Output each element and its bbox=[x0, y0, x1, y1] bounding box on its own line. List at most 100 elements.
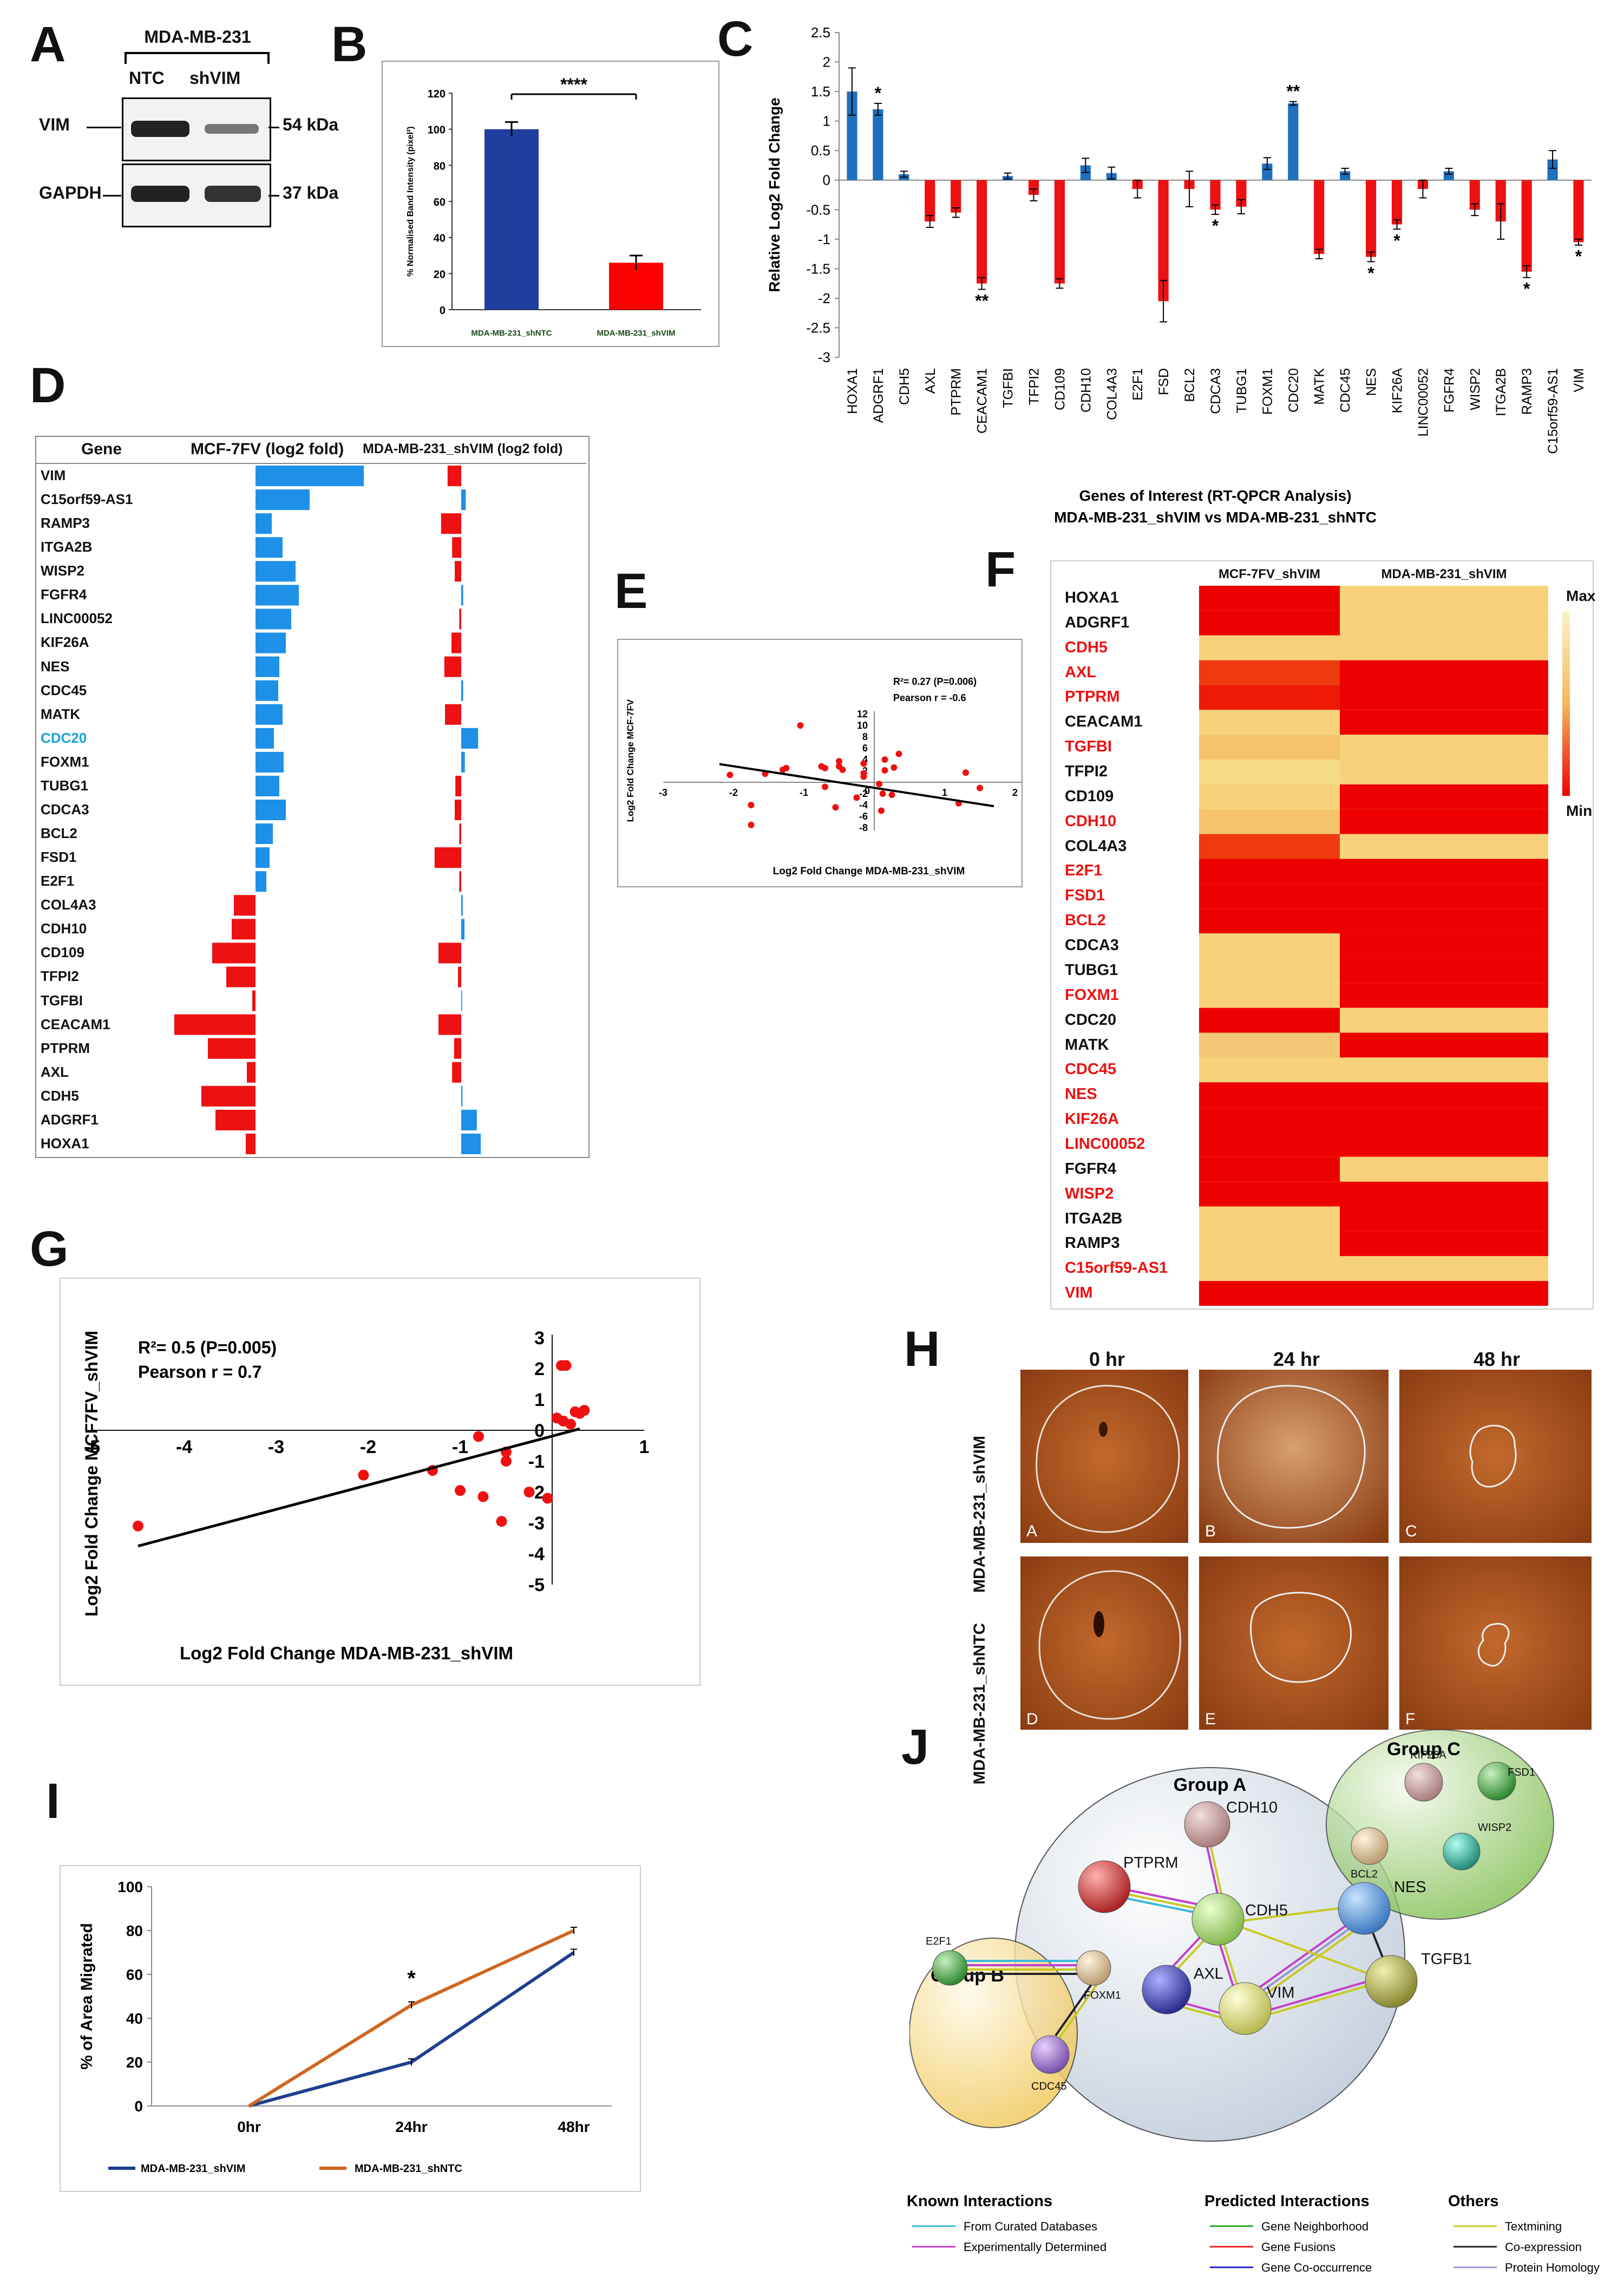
bar-mcf7fv bbox=[256, 751, 284, 773]
y-tick-label: -2 bbox=[859, 788, 868, 799]
node-label-tgfb1: TGFB1 bbox=[1421, 1951, 1471, 1968]
heatmap-cell-mcf7 bbox=[1199, 809, 1340, 834]
heatmap-gene-label: CDC45 bbox=[1065, 1061, 1117, 1078]
gene-label: TGFBI bbox=[41, 992, 83, 1009]
gene-label: FOXM1 bbox=[41, 753, 89, 770]
heatmap-gene-label: AXL bbox=[1065, 663, 1096, 681]
gene-label: KIF26A bbox=[41, 634, 89, 651]
bar bbox=[1054, 180, 1065, 284]
y-axis-label: Log2 Fold Change MCF-7FV bbox=[625, 699, 636, 822]
heatmap-color-scale bbox=[1562, 612, 1570, 796]
gene-label: VIM bbox=[41, 467, 66, 483]
heatmap-cell-mda bbox=[1340, 1281, 1548, 1306]
heatmap-cell-mcf7 bbox=[1199, 933, 1340, 958]
node-label-cdc45: CDC45 bbox=[1031, 2081, 1067, 2092]
significance-star: ** bbox=[975, 291, 988, 311]
heatmap-cell-mcf7 bbox=[1199, 1281, 1340, 1306]
gene-label: TFPI2 bbox=[41, 968, 79, 985]
heatmap-gene-label: TUBG1 bbox=[1065, 961, 1118, 979]
bar-mcf7fv bbox=[256, 775, 279, 796]
scale-min: Min bbox=[1566, 802, 1593, 819]
bar-mda bbox=[444, 656, 461, 677]
band-vim-shvim bbox=[205, 124, 259, 134]
bar bbox=[1443, 171, 1454, 180]
cell-line-label: MDA-MB-231 bbox=[144, 27, 251, 47]
node-label-bcl2: BCL2 bbox=[1351, 1868, 1378, 1880]
x-axis-label: Log2 Fold Change MDA-MB-231_shVIM bbox=[773, 866, 965, 877]
tile-c-bg bbox=[1399, 1370, 1592, 1543]
y-tick-label: 80 bbox=[434, 160, 446, 172]
heatmap-gene-label: TFPI2 bbox=[1065, 763, 1108, 781]
data-point bbox=[501, 1456, 512, 1467]
band-vim-ntc bbox=[131, 121, 189, 137]
y-tick-label: 40 bbox=[126, 2010, 143, 2027]
data-point bbox=[726, 771, 734, 779]
wound-outline-d bbox=[1038, 1570, 1181, 1720]
y-tick-label: -3 bbox=[528, 1513, 545, 1534]
heatmap-cell-mcf7 bbox=[1199, 710, 1340, 735]
y-tick-label: -1 bbox=[818, 231, 830, 247]
x-tick-label: -5 bbox=[84, 1437, 100, 1457]
heatmap-cell-mda bbox=[1340, 958, 1548, 983]
panel-d-frame bbox=[35, 436, 590, 1158]
heatmap-cell-mcf7 bbox=[1199, 1107, 1340, 1132]
scale-bar bbox=[1562, 612, 1570, 796]
y-tick-label: -4 bbox=[528, 1544, 545, 1565]
panel-f-frame bbox=[1050, 560, 1594, 1310]
y-axis-label: % of Area Migrated bbox=[78, 1923, 96, 2070]
heatmap-cell-mda bbox=[1340, 660, 1548, 685]
bar-mda bbox=[461, 1133, 481, 1154]
significance-stars: **** bbox=[560, 75, 587, 94]
bracket bbox=[125, 52, 270, 64]
heatmap-gene-label: FSD1 bbox=[1065, 887, 1105, 905]
x-tick-label: WISP2 bbox=[1468, 368, 1483, 410]
panel-label-h: H bbox=[904, 1322, 940, 1377]
y-tick-label: 40 bbox=[434, 233, 446, 245]
tile-c: C bbox=[1399, 1370, 1592, 1543]
gene-label: FSD1 bbox=[41, 849, 77, 866]
heatmap-cell-mda bbox=[1340, 933, 1548, 958]
bar-mcf7fv bbox=[256, 561, 296, 582]
x-axis-label-2: MDA-MB-231_shVIM vs MDA-MB-231_shNTC bbox=[1054, 509, 1377, 526]
heatmap-cell-mda bbox=[1340, 1131, 1548, 1157]
stats-pearson: Pearson r = 0.7 bbox=[138, 1362, 262, 1382]
gene-label: CD109 bbox=[41, 944, 84, 961]
bar bbox=[1495, 180, 1506, 222]
bar-mda bbox=[454, 1038, 461, 1059]
heatmap-cell-mcf7 bbox=[1199, 610, 1340, 636]
network-node-labels: CDH10 PTPRM CDH5 NES AXL VIM TGFB1 E2F1 … bbox=[926, 1749, 1535, 2092]
heatmap-cell-mda bbox=[1340, 908, 1548, 934]
bar bbox=[847, 91, 857, 180]
significance-star: * bbox=[1523, 279, 1530, 299]
heatmap-gene-label: WISP2 bbox=[1065, 1185, 1114, 1202]
x-tick-label: 2 bbox=[1012, 787, 1018, 798]
panel-label-i: I bbox=[46, 1774, 60, 1829]
panel-label-f: F bbox=[985, 542, 1016, 597]
gene-label: CDCA3 bbox=[41, 801, 89, 817]
time-0: 0 hr bbox=[1089, 1348, 1125, 1370]
bar-mda bbox=[461, 895, 463, 916]
edge bbox=[1221, 1938, 1240, 1990]
heatmap-cell-mda bbox=[1340, 1032, 1548, 1058]
tile-d: D bbox=[1020, 1556, 1188, 1730]
data-point bbox=[888, 791, 895, 799]
data-point bbox=[780, 766, 786, 773]
heatmap-cell-mda bbox=[1340, 1057, 1548, 1083]
x-tick-label: TUBG1 bbox=[1234, 368, 1249, 413]
panel-b-chart: 0 20 40 60 80 100 120 % Normalised Band Intensi… bbox=[406, 75, 701, 338]
heatmap-cell-mda bbox=[1340, 710, 1548, 735]
data-point bbox=[133, 1520, 143, 1532]
panel-g-frame bbox=[60, 1278, 700, 1686]
interaction-legend: Known Interactions From Curated Database… bbox=[907, 2193, 1600, 2274]
bar bbox=[1158, 180, 1169, 302]
node-bcl2 bbox=[1351, 1827, 1389, 1865]
bar-mda bbox=[438, 943, 461, 964]
bar-mda bbox=[451, 632, 461, 653]
legend-others-title: Others bbox=[1448, 2193, 1498, 2210]
heatmap-gene-label: E2F1 bbox=[1065, 862, 1103, 880]
heatmap-gene-labels: HOXA1 ADGRF1 CDH5 AXL PTPRM CEACAM1 TGFBI TFPI2… bbox=[1058, 586, 1204, 1306]
x-tick-label: 0hr bbox=[237, 2118, 261, 2135]
heatmap-cell-mda bbox=[1340, 610, 1548, 636]
node-label-wisp2: WISP2 bbox=[1478, 1822, 1511, 1834]
y-axis-label: Relative Log2 Fold Change bbox=[766, 97, 783, 292]
